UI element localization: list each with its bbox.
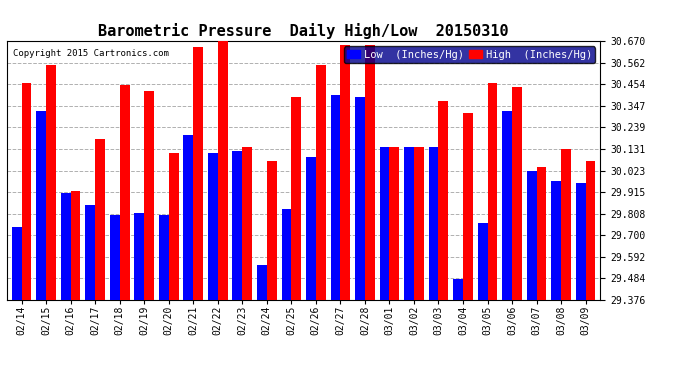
Bar [414, 147, 424, 300]
Bar [404, 147, 414, 300]
Legend: Low  (Inches/Hg), High  (Inches/Hg): Low (Inches/Hg), High (Inches/Hg) [344, 46, 595, 63]
Bar [12, 227, 21, 300]
Bar [463, 113, 473, 300]
Bar [95, 139, 105, 300]
Bar [561, 149, 571, 300]
Bar [316, 65, 326, 300]
Bar [586, 161, 595, 300]
Title: Barometric Pressure  Daily High/Low  20150310: Barometric Pressure Daily High/Low 20150… [98, 23, 509, 39]
Bar [233, 151, 242, 300]
Bar [242, 147, 252, 300]
Bar [119, 85, 130, 300]
Bar [537, 167, 546, 300]
Bar [193, 47, 203, 300]
Bar [70, 191, 81, 300]
Bar [477, 223, 488, 300]
Bar [110, 215, 119, 300]
Bar [380, 147, 389, 300]
Bar [526, 171, 537, 300]
Bar [551, 181, 561, 300]
Bar [169, 153, 179, 300]
Bar [257, 265, 267, 300]
Bar [331, 95, 340, 300]
Bar [502, 111, 512, 300]
Bar [575, 183, 586, 300]
Bar [144, 91, 154, 300]
Bar [86, 205, 95, 300]
Bar [159, 215, 169, 300]
Bar [267, 161, 277, 300]
Bar [184, 135, 193, 300]
Bar [135, 213, 144, 300]
Bar [355, 97, 365, 300]
Bar [291, 97, 301, 300]
Bar [389, 147, 400, 300]
Bar [365, 45, 375, 300]
Bar [21, 83, 32, 300]
Bar [340, 45, 351, 300]
Bar [512, 87, 522, 300]
Bar [488, 83, 497, 300]
Text: Copyright 2015 Cartronics.com: Copyright 2015 Cartronics.com [13, 49, 169, 58]
Bar [218, 41, 228, 300]
Bar [46, 65, 56, 300]
Bar [208, 153, 218, 300]
Bar [61, 193, 70, 300]
Bar [438, 101, 449, 300]
Bar [37, 111, 46, 300]
Bar [306, 157, 316, 300]
Bar [282, 209, 291, 300]
Bar [453, 279, 463, 300]
Bar [428, 147, 438, 300]
